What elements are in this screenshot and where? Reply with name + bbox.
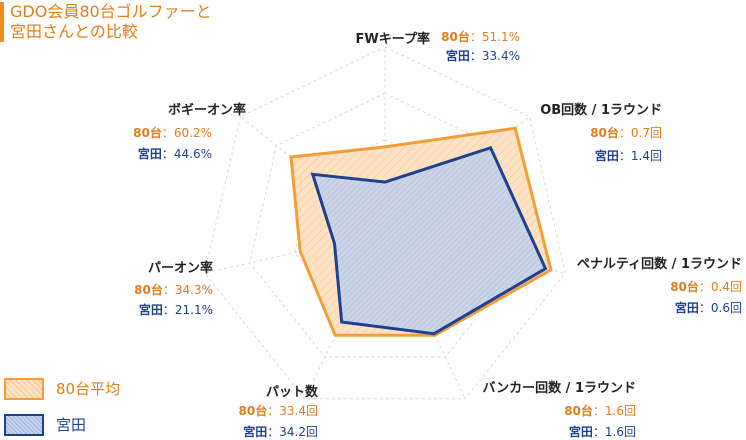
axis-value-3-miyata: 宮田：0.6回: [675, 300, 742, 315]
value-number: 1.6回: [605, 404, 636, 418]
value-separator: ：: [699, 280, 711, 294]
value-number: 34.3%: [175, 283, 213, 297]
axis-label-4: バンカー回数 / 1ラウンド: [483, 380, 637, 396]
value-number: 0.6回: [711, 301, 742, 315]
legend-swatch-miyata: [4, 414, 44, 436]
axis-label-1: FWキープ率: [356, 31, 430, 47]
value-key: 宮田: [675, 300, 699, 315]
series-miyata-polygon: [310, 145, 548, 336]
value-separator: ：: [470, 49, 482, 63]
axis-labels: FWキープ率 80台：51.1%宮田：33.4%OB回数 / 1ラウンド80台：0…: [133, 29, 742, 439]
value-separator: ：: [162, 126, 174, 140]
axis-value-2-miyata: 宮田：1.4回: [595, 148, 662, 163]
radar-series: [289, 126, 553, 337]
value-separator: ：: [162, 147, 174, 161]
value-number: 0.4回: [711, 280, 742, 294]
axis-value-5-miyata: 宮田：34.2回: [243, 424, 318, 439]
chart-title-line-1: GDO会員80台ゴルファーと: [10, 2, 212, 21]
axis-label-5: パット数: [266, 384, 319, 400]
axis-value-4-miyata: 宮田：1.6回: [569, 424, 636, 439]
axis-value-1-avg: 80台：51.1%: [441, 29, 520, 44]
legend-label-miyata: 宮田: [56, 416, 87, 434]
value-key: 80台: [441, 29, 470, 44]
axis-label-3: ペナルティ回数 / 1ラウンド: [577, 256, 742, 272]
value-key: 宮田: [595, 148, 619, 163]
axis-value-5-avg: 80台：33.4回: [239, 403, 318, 418]
value-separator: ：: [470, 30, 482, 44]
axis-value-7-miyata: 宮田：44.6%: [138, 146, 212, 161]
value-key: 80台: [133, 125, 162, 140]
value-key: 80台: [134, 282, 163, 297]
legend-swatch-avg: [4, 378, 44, 400]
value-key: 80台: [670, 279, 699, 294]
value-number: 44.6%: [174, 147, 212, 161]
value-key: 80台: [590, 125, 619, 140]
value-number: 33.4回: [279, 404, 318, 418]
value-key: 宮田: [446, 48, 470, 63]
axis-value-2-avg: 80台：0.7回: [590, 125, 662, 140]
axis-value-6-avg: 80台：34.3%: [134, 282, 213, 297]
value-separator: ：: [163, 283, 175, 297]
value-key: 宮田: [243, 424, 267, 439]
axis-label-6: パーオン率: [148, 260, 213, 276]
axis-label-7: ボギーオン率: [168, 102, 246, 118]
axis-value-3-avg: 80台：0.4回: [670, 279, 742, 294]
value-number: 21.1%: [175, 303, 213, 317]
axis-value-4-avg: 80台：1.6回: [564, 403, 636, 418]
value-number: 60.2%: [174, 126, 212, 140]
value-separator: ：: [267, 404, 279, 418]
value-key: 80台: [239, 403, 268, 418]
value-separator: ：: [619, 149, 631, 163]
value-number: 51.1%: [482, 30, 520, 44]
legend-label-avg: 80台平均: [56, 380, 121, 398]
axis-label-2: OB回数 / 1ラウンド: [540, 102, 662, 118]
value-separator: ：: [593, 425, 605, 439]
value-separator: ：: [593, 404, 605, 418]
value-separator: ：: [619, 126, 631, 140]
value-separator: ：: [267, 425, 279, 439]
value-number: 1.6回: [605, 425, 636, 439]
axis-value-7-avg: 80台：60.2%: [133, 125, 212, 140]
grid-ring-4: [204, 46, 566, 400]
value-number: 1.4回: [631, 149, 662, 163]
value-key: 80台: [564, 403, 593, 418]
value-separator: ：: [163, 303, 175, 317]
axis-value-6-miyata: 宮田：21.1%: [139, 302, 213, 317]
chart-title-line-2: 宮田さんとの比較: [10, 22, 138, 41]
value-key: 宮田: [569, 424, 593, 439]
value-key: 宮田: [139, 302, 163, 317]
value-separator: ：: [699, 301, 711, 315]
axis-value-1-miyata: 宮田：33.4%: [446, 48, 520, 63]
value-number: 0.7回: [631, 126, 662, 140]
value-key: 宮田: [138, 146, 162, 161]
value-number: 33.4%: [482, 49, 520, 63]
chart-title: GDO会員80台ゴルファーと 宮田さんとの比較: [0, 2, 310, 42]
value-number: 34.2回: [279, 425, 318, 439]
